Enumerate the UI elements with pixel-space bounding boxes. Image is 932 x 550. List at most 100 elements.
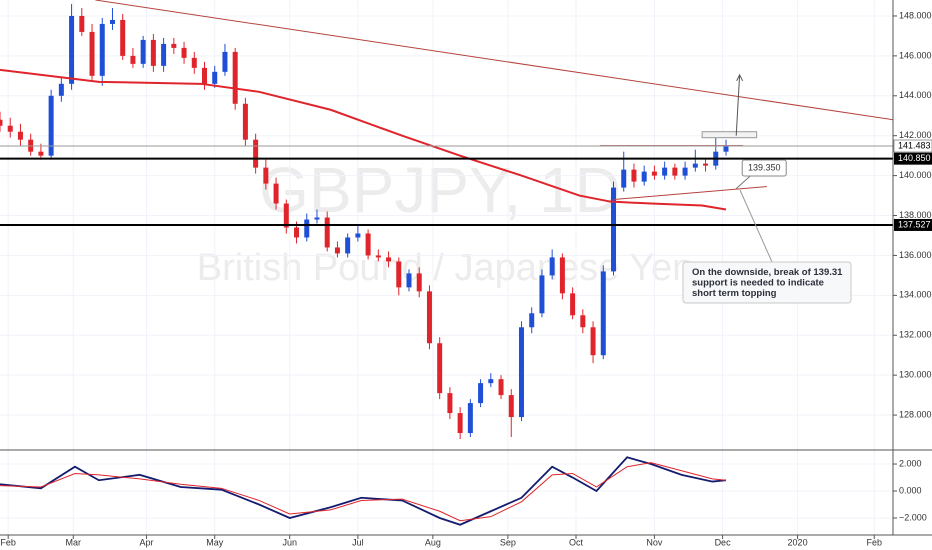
candle-body: [89, 31, 95, 76]
candle-body: [232, 51, 238, 104]
candle-body: [692, 163, 698, 168]
trend-line: [95, 0, 893, 121]
y-tick-label: 148.000: [899, 10, 932, 20]
x-tick-label: May: [206, 537, 224, 547]
candle-body: [7, 125, 13, 132]
candle-body: [375, 255, 381, 258]
moving-average: [0, 68, 727, 211]
candle-body: [120, 19, 126, 56]
candle-body: [58, 83, 64, 96]
candle-body: [437, 343, 443, 394]
note-box: [682, 261, 852, 304]
candle-body: [283, 203, 289, 228]
y-tick-label: 134.000: [899, 290, 932, 300]
candle-body: [99, 23, 105, 76]
watermark-subtitle: British Pound / Japanese Yen: [197, 247, 694, 289]
level-label: 141.483: [898, 140, 931, 150]
candle-body: [580, 315, 586, 328]
y-tick-label: 140.000: [899, 170, 932, 180]
candle-body: [426, 291, 432, 344]
candle-body: [181, 47, 187, 58]
candle-body: [242, 103, 248, 140]
candle-body: [273, 183, 279, 204]
callout-label: 139.350: [748, 162, 781, 172]
candle-body: [140, 39, 146, 64]
candle-body: [212, 71, 218, 84]
y-tick-label: 0.000: [899, 485, 922, 495]
candle-body: [703, 163, 709, 166]
candle-body: [161, 43, 167, 66]
plot: [0, 456, 727, 526]
x-tick-label: Oct: [569, 537, 584, 547]
y-tick-label: 132.000: [899, 330, 932, 340]
y-tick-label: 144.000: [899, 90, 932, 100]
candle-body: [69, 15, 75, 84]
arrow: [735, 74, 741, 136]
x-tick-label: Sep: [500, 537, 516, 547]
x-tick-label: Aug: [425, 537, 441, 547]
note-pointer: [739, 189, 773, 263]
y-tick-label: −2.000: [899, 512, 927, 522]
candle-body: [406, 273, 412, 288]
candle-body: [324, 217, 330, 248]
candle-body: [17, 131, 23, 140]
candle-body: [0, 119, 3, 126]
candle-body: [334, 247, 340, 254]
candle-body: [723, 146, 729, 152]
candle-body: [386, 257, 392, 262]
candle-body: [559, 257, 565, 294]
candle-body: [314, 217, 320, 220]
candle-body: [447, 393, 453, 414]
x-tick-label: Mar: [66, 537, 82, 547]
candle-body: [498, 379, 504, 396]
level-label: 140.850: [898, 153, 931, 163]
candle-body: [631, 169, 637, 182]
candle-body: [171, 43, 177, 48]
candle-body: [682, 167, 688, 176]
candle-body: [48, 95, 54, 156]
x-tick-label: Nov: [646, 537, 663, 547]
x-tick-label: Apr: [140, 537, 154, 547]
candle-body: [672, 167, 678, 176]
candle-body: [345, 237, 351, 254]
candle-body: [611, 187, 617, 272]
oscillator-line: [0, 462, 727, 522]
candle-body: [365, 233, 371, 256]
x-tick-label: Feb: [0, 537, 16, 547]
note: On the downside, break of 139.31 support …: [692, 267, 843, 299]
level-label: 137.527: [898, 219, 931, 229]
y-tick-label: 138.000: [899, 210, 932, 220]
candle-body: [590, 327, 596, 356]
x-tick-label: Feb: [866, 537, 882, 547]
plot: [0, 0, 893, 440]
level-label-bg: [893, 139, 932, 153]
y-tick-label: 130.000: [899, 370, 932, 380]
candle-body: [549, 257, 555, 276]
candle-body: [416, 273, 422, 292]
candle-body: [539, 275, 545, 314]
candle-body: [130, 55, 136, 64]
candle-body: [518, 327, 524, 418]
candle-body: [488, 379, 494, 384]
callout-box: [741, 159, 787, 177]
candle-body: [641, 171, 647, 182]
candle-body: [570, 293, 576, 316]
candle-body: [355, 233, 361, 238]
y-tick-label: 2.000: [899, 458, 922, 468]
candle-body: [202, 67, 208, 84]
y-tick-label: 128.000: [899, 409, 932, 419]
candle-body: [508, 395, 514, 418]
candle-body: [478, 383, 484, 404]
level-label-bg: [894, 152, 932, 165]
x-tick-label: Jul: [352, 537, 364, 547]
candle-body: [621, 169, 627, 188]
target-box: [701, 131, 758, 139]
y-tick-label: 146.000: [899, 50, 932, 60]
y-tick-label: 142.000: [899, 130, 932, 140]
y-tick-label: 136.000: [899, 250, 932, 260]
candle-body: [253, 139, 259, 168]
candle-body: [662, 167, 668, 176]
candle-body: [396, 261, 402, 288]
arrow-head: [736, 73, 744, 82]
